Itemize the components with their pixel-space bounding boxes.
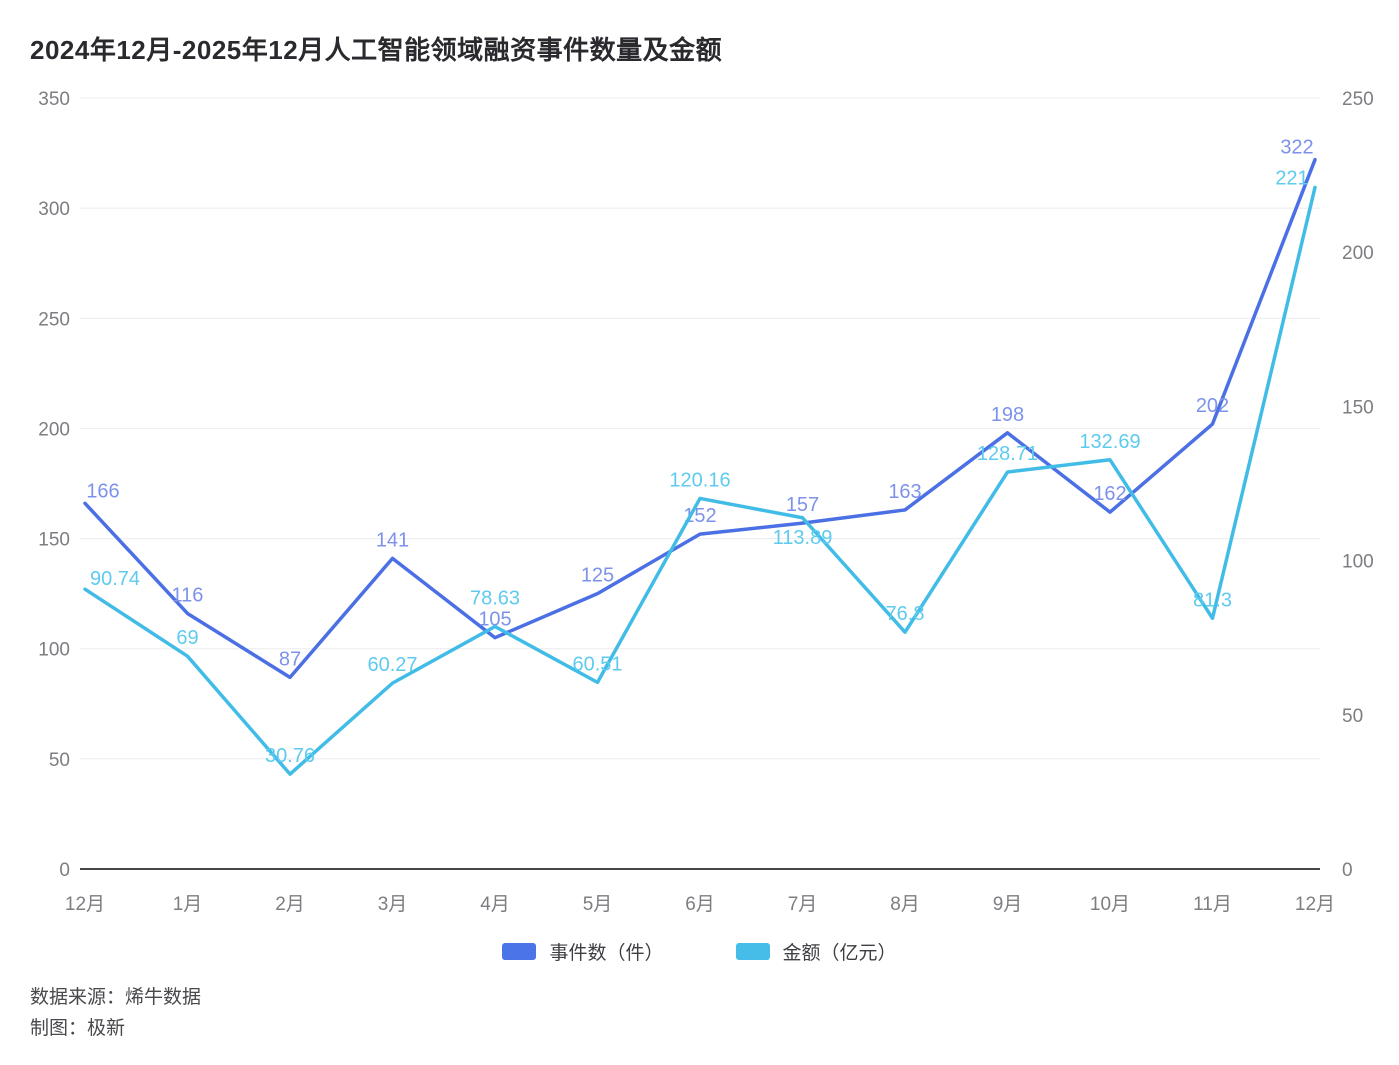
series-line-events — [83, 157, 1317, 680]
chart-title: 2024年12月-2025年12月人工智能领域融资事件数量及金额 — [30, 35, 723, 65]
left-axis-tick-label: 200 — [38, 419, 70, 440]
data-label: 105 — [478, 609, 511, 631]
right-axis-tick-label: 150 — [1342, 397, 1374, 418]
chart-footer: 数据来源：烯牛数据 制图：极新 — [30, 982, 201, 1044]
legend-label-events: 事件数（件） — [549, 943, 664, 964]
data-source-line: 数据来源：烯牛数据 — [30, 987, 202, 1008]
data-label: 162 — [1093, 483, 1126, 505]
series-line-amount — [83, 185, 1317, 776]
data-label: 30.76 — [265, 745, 315, 767]
data-label: 132.69 — [1079, 431, 1140, 453]
x-axis-label: 2月 — [275, 894, 305, 915]
x-axis-label: 10月 — [1090, 894, 1130, 915]
data-label: 157 — [786, 494, 819, 516]
data-label: 69 — [176, 627, 198, 649]
x-axis-label: 11月 — [1193, 894, 1232, 915]
legend-label-amount: 金额（亿元） — [782, 943, 897, 964]
data-label: 141 — [376, 529, 409, 551]
data-label: 322 — [1280, 137, 1313, 159]
right-axis-tick-label: 250 — [1342, 89, 1374, 110]
left-axis-tick-label: 50 — [49, 750, 70, 771]
x-axis-label: 4月 — [480, 894, 510, 915]
data-label: 202 — [1196, 395, 1229, 417]
data-label: 120.16 — [669, 469, 730, 491]
x-axis-label: 1月 — [173, 894, 203, 915]
x-axis-label: 3月 — [378, 894, 408, 915]
legend-item-amount[interactable]: 金额（亿元） — [735, 938, 897, 965]
left-axis-tick-label: 250 — [38, 309, 70, 330]
x-axis-label: 12月 — [1295, 894, 1335, 915]
legend-swatch-events-icon — [502, 943, 537, 960]
data-label: 163 — [888, 481, 921, 503]
data-label: 90.74 — [90, 568, 140, 590]
line-chart: 0 50 100 150 200 250 300 350 0 50 100 150 200 250 12月 1… — [38, 89, 1374, 915]
left-axis-tick-label: 300 — [38, 199, 70, 220]
x-axis-label: 6月 — [685, 894, 715, 915]
right-axis-tick-label: 200 — [1342, 243, 1374, 264]
data-label: 76.8 — [886, 603, 925, 625]
right-axis-tick-label: 100 — [1342, 552, 1374, 573]
left-axis-tick-label: 0 — [59, 860, 70, 881]
x-axis-label: 9月 — [993, 894, 1023, 915]
data-label: 221 — [1275, 167, 1308, 189]
left-axis-tick-label: 350 — [38, 89, 70, 110]
left-axis-tick-label: 150 — [38, 530, 70, 551]
data-label: 166 — [86, 480, 119, 502]
left-axis-tick-label: 100 — [38, 640, 70, 661]
data-label: 81.3 — [1193, 589, 1232, 611]
x-axis-label: 8月 — [890, 894, 920, 915]
data-label: 125 — [581, 565, 614, 587]
x-axis-label: 12月 — [65, 894, 105, 915]
right-axis-tick-label: 50 — [1342, 706, 1363, 727]
data-label: 116 — [172, 584, 204, 606]
data-label: 113.89 — [773, 527, 833, 549]
data-label: 60.27 — [367, 654, 417, 676]
data-label: 60.51 — [572, 653, 622, 675]
data-label: 198 — [991, 404, 1024, 426]
data-label: 87 — [279, 648, 301, 670]
data-label: 78.63 — [470, 588, 520, 610]
credit-line: 制图：极新 — [30, 1018, 126, 1039]
right-axis-tick-label: 0 — [1342, 860, 1353, 881]
x-axis-label: 7月 — [788, 894, 818, 915]
data-label: 128.71 — [977, 443, 1038, 465]
legend-swatch-amount-icon — [735, 943, 770, 960]
x-axis-label: 5月 — [583, 894, 613, 915]
legend-item-events[interactable]: 事件数（件） — [502, 938, 664, 965]
chart-legend: 事件数（件） 金额（亿元） — [0, 938, 1399, 965]
